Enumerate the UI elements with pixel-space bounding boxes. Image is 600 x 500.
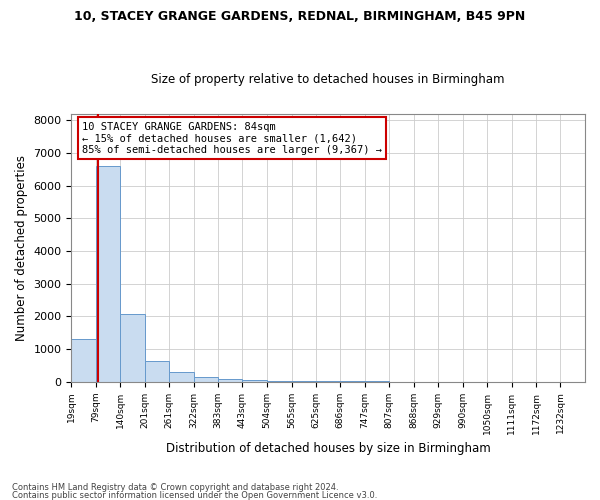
Text: Contains public sector information licensed under the Open Government Licence v3: Contains public sector information licen… xyxy=(12,490,377,500)
Bar xyxy=(316,381,340,382)
Text: 10 STACEY GRANGE GARDENS: 84sqm
← 15% of detached houses are smaller (1,642)
85%: 10 STACEY GRANGE GARDENS: 84sqm ← 15% of… xyxy=(82,122,382,155)
Bar xyxy=(194,377,218,382)
Title: Size of property relative to detached houses in Birmingham: Size of property relative to detached ho… xyxy=(151,73,505,86)
Y-axis label: Number of detached properties: Number of detached properties xyxy=(15,154,28,340)
Bar xyxy=(71,340,95,382)
Bar xyxy=(267,380,292,382)
Bar xyxy=(292,381,316,382)
Bar xyxy=(218,378,242,382)
X-axis label: Distribution of detached houses by size in Birmingham: Distribution of detached houses by size … xyxy=(166,442,491,455)
Bar xyxy=(95,166,120,382)
Bar xyxy=(169,372,194,382)
Text: Contains HM Land Registry data © Crown copyright and database right 2024.: Contains HM Land Registry data © Crown c… xyxy=(12,484,338,492)
Bar xyxy=(242,380,267,382)
Bar xyxy=(120,314,145,382)
Text: 10, STACEY GRANGE GARDENS, REDNAL, BIRMINGHAM, B45 9PN: 10, STACEY GRANGE GARDENS, REDNAL, BIRMI… xyxy=(74,10,526,23)
Bar xyxy=(145,360,169,382)
